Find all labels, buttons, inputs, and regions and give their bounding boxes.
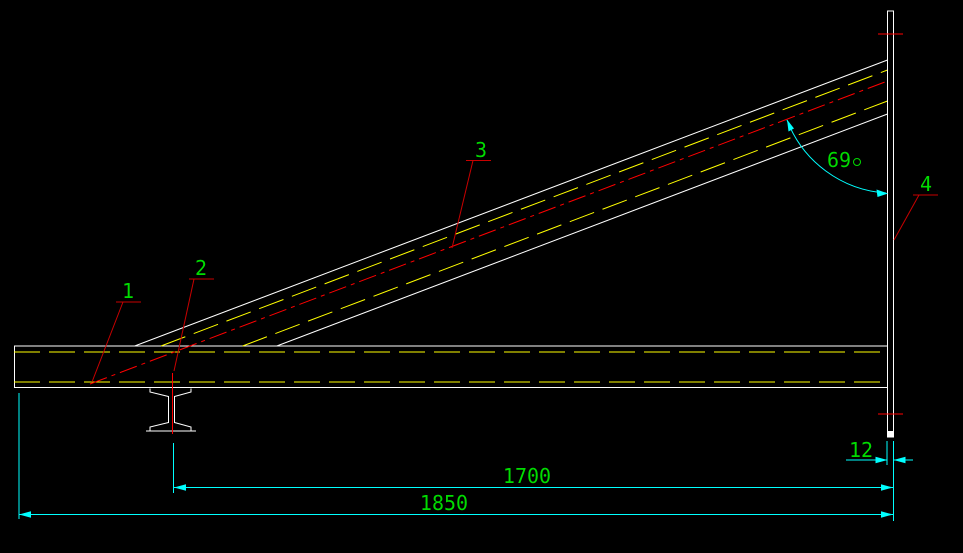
dim1850-arrow-right	[881, 511, 893, 518]
end-plate-bottom-cap	[887, 431, 894, 437]
dim12-arrow-left	[875, 456, 888, 464]
callout-1: 1	[91, 279, 141, 383]
callout-3: 3	[451, 138, 491, 249]
callout-1-label: 1	[122, 279, 134, 303]
end-plate	[878, 10, 903, 438]
angle-arc-arrow-end	[876, 189, 888, 197]
callout-4-label: 4	[920, 172, 932, 196]
dim-1700: 1700	[173, 443, 893, 493]
brace-top-line	[134, 59, 888, 347]
brace-centerline	[89, 80, 888, 385]
dim1850-text: 1850	[420, 491, 468, 515]
degree-symbol	[853, 158, 861, 166]
dim-plate-thickness: 12	[846, 438, 913, 521]
ibeam-bottom-flange-left	[149, 422, 169, 431]
brace-hidden-line-bottom	[242, 100, 888, 347]
dim1700-arrow-right	[881, 484, 893, 491]
dim1700-text: 1700	[503, 464, 551, 488]
brace	[89, 59, 888, 385]
i-beam-section	[146, 373, 196, 434]
angle-arc-arrow-start	[787, 119, 794, 132]
callout-1-leader	[91, 301, 124, 383]
angle-arc	[786, 119, 887, 194]
callout-4: 4	[893, 172, 938, 241]
beam	[14, 345, 888, 388]
dim-1850: 1850	[18, 393, 893, 519]
end-plate-outline	[887, 10, 894, 438]
callout-4-leader	[893, 194, 920, 241]
brace-hidden-line-top	[160, 69, 888, 347]
dim1850-arrow-left	[19, 511, 31, 518]
ibeam-bottom-flange-right	[174, 422, 192, 431]
brace-bottom-line	[276, 113, 888, 347]
callout-2-label: 2	[195, 256, 207, 280]
ibeam-top-flange-left	[149, 388, 169, 397]
callout-3-leader	[451, 160, 474, 249]
ibeam-top-flange-right	[174, 388, 192, 397]
dim12-arrow-right	[893, 456, 906, 464]
dim12-text: 12	[849, 438, 873, 462]
dim1700-arrow-left	[174, 484, 186, 491]
angle-value-label: 69	[827, 148, 851, 172]
angle-dimension: 69	[786, 119, 888, 197]
callout-2-leader	[173, 278, 195, 372]
callout-3-label: 3	[475, 138, 487, 162]
callout-2: 2	[173, 256, 214, 372]
